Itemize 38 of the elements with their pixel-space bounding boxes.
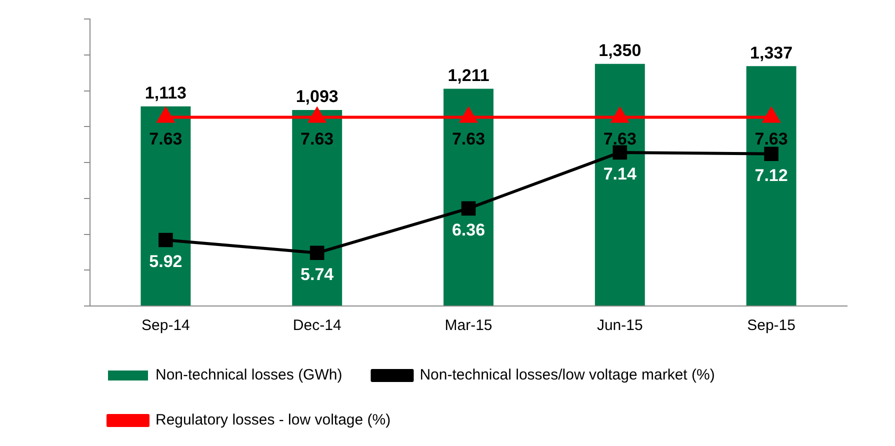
point	[461, 201, 476, 216]
point	[157, 108, 174, 123]
bar	[746, 66, 796, 306]
data-label: 1,350	[598, 41, 642, 60]
legend-label: Non-technical losses/low voltage market (%)	[420, 366, 715, 384]
data-label: 1,113	[144, 84, 187, 103]
point	[308, 108, 326, 123]
point	[158, 232, 173, 248]
data-label: 1,211	[448, 66, 490, 85]
point	[611, 108, 628, 123]
legend-label: Non-technical losses (GWh)	[156, 366, 342, 384]
bar	[444, 88, 494, 306]
x-tick-label: Sep-14	[142, 317, 190, 334]
x-tick-label: Mar-15	[444, 317, 492, 334]
data-label: 7.63	[603, 129, 636, 148]
point	[764, 146, 778, 162]
data-label: 7.63	[452, 129, 486, 148]
data-label: 7.14	[603, 164, 637, 184]
bar	[140, 106, 191, 306]
data-label: 7.63	[300, 129, 334, 148]
point	[612, 145, 628, 160]
x-tick-label: Sep-15	[747, 317, 796, 334]
data-label: 6.36	[452, 220, 486, 240]
data-label: 7.63	[149, 129, 182, 148]
data-label: 7.63	[754, 129, 788, 148]
data-label: 1,337	[750, 43, 793, 62]
data-label: 5.92	[149, 252, 182, 272]
data-label: 7.12	[754, 166, 788, 186]
bar	[594, 64, 645, 306]
data-label: 1,093	[296, 87, 338, 106]
point	[460, 108, 477, 123]
data-label: 5.74	[300, 265, 334, 284]
point	[310, 246, 324, 260]
bar	[292, 110, 342, 306]
legend-label: Regulatory losses - low voltage (%)	[156, 412, 391, 429]
x-tick-label: Dec-14	[292, 317, 342, 334]
x-tick-label: Jun-15	[596, 317, 643, 334]
point	[762, 108, 780, 123]
